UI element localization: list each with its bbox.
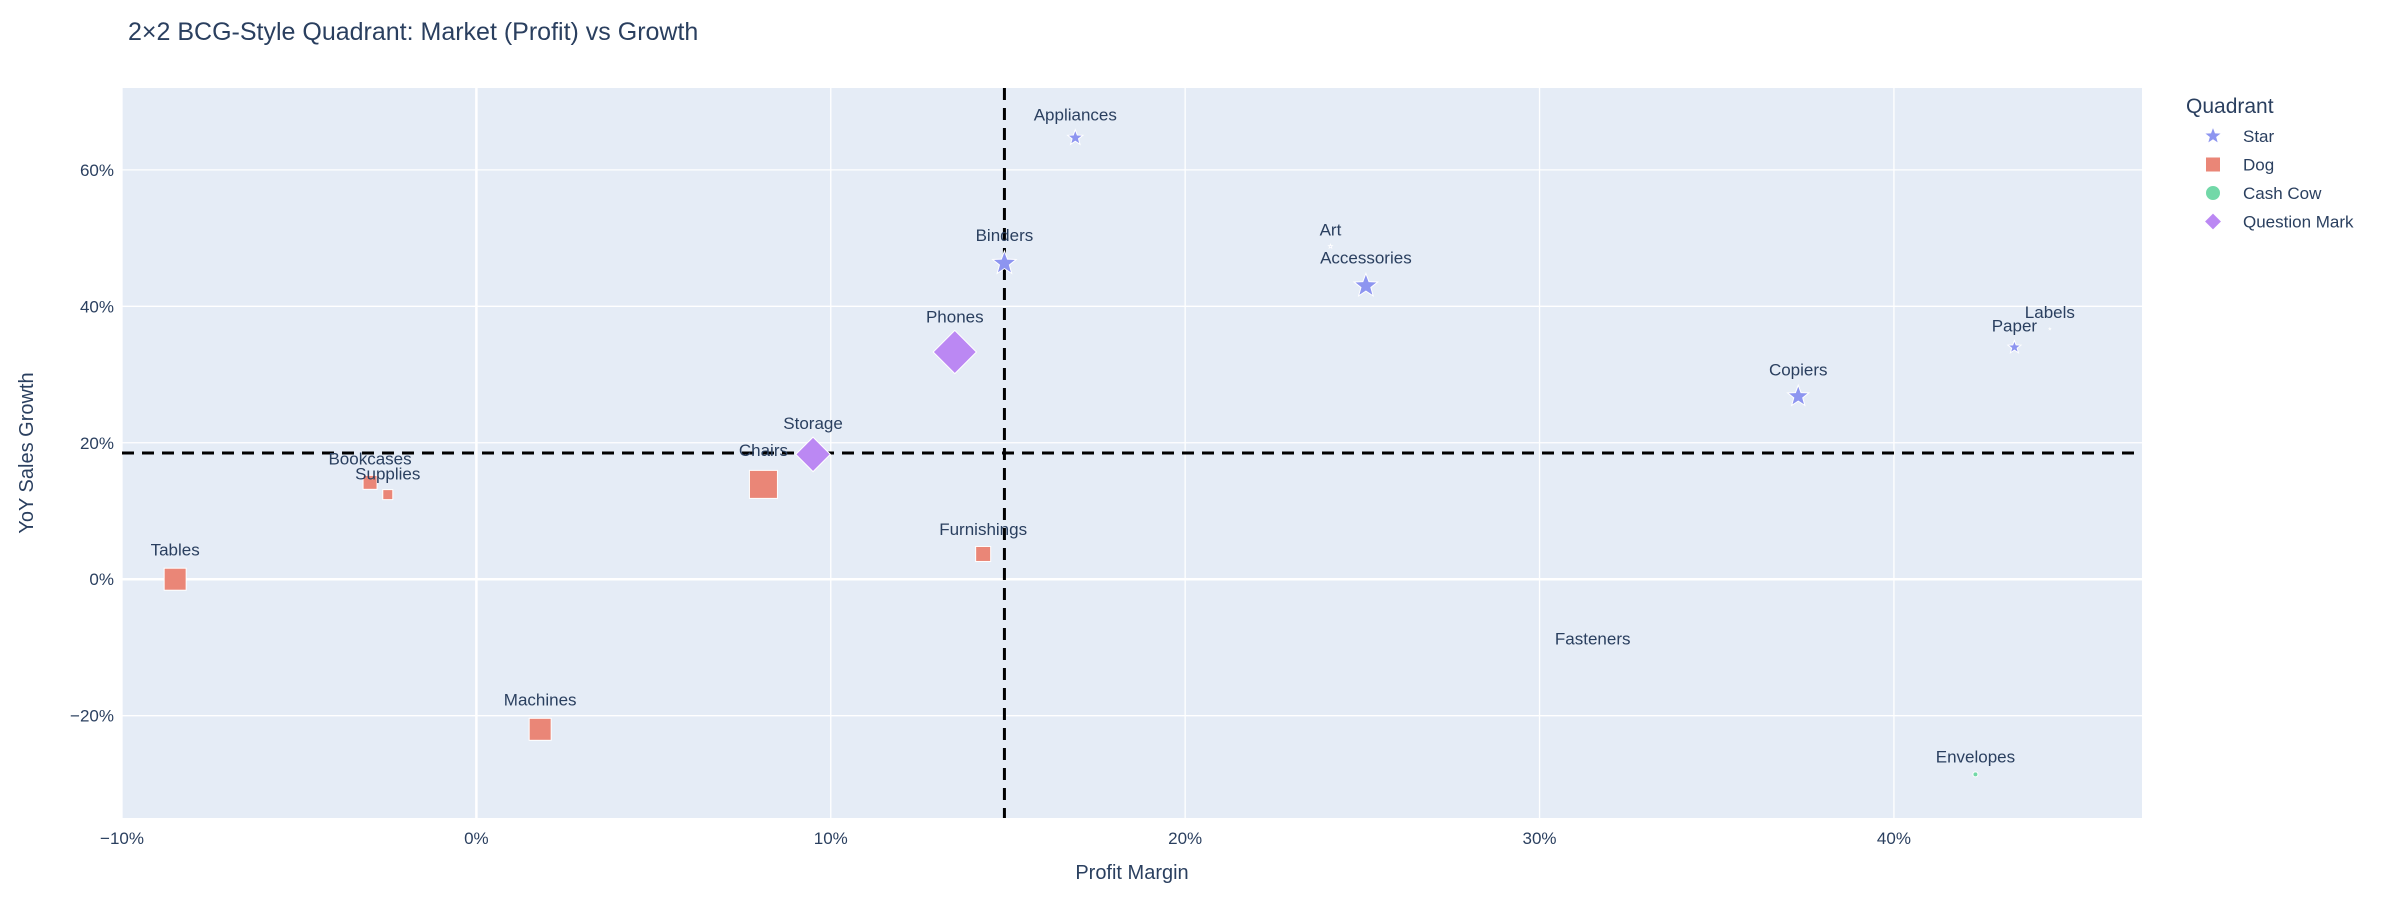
point-label: Furnishings — [939, 520, 1027, 539]
point-label: Fasteners — [1555, 630, 1631, 649]
x-tick-label: 30% — [1523, 829, 1557, 848]
x-tick-label: −10% — [100, 829, 144, 848]
data-markers — [163, 128, 2052, 778]
grid-lines — [121, 88, 2142, 818]
legend-question-mark-label: Question Mark — [2243, 213, 2354, 232]
dog-marker — [163, 567, 187, 591]
legend-title: Quadrant — [2186, 95, 2274, 118]
legend-star-label: Star — [2243, 127, 2275, 146]
star-marker — [2047, 326, 2052, 331]
cash-cow-marker — [1972, 771, 1979, 778]
y-tick-label: 0% — [89, 570, 114, 589]
question-mark-marker — [932, 329, 978, 375]
legend-dog-marker — [2205, 156, 2221, 173]
point-label: Envelopes — [1936, 748, 2015, 767]
legend-star-marker — [2202, 125, 2224, 145]
star-marker — [1066, 128, 1085, 146]
question-mark-marker — [795, 436, 832, 473]
point-label: Chairs — [739, 441, 788, 460]
dog-marker — [748, 469, 778, 499]
star-marker — [1352, 272, 1380, 298]
dog-marker — [362, 474, 378, 490]
point-label: Bookcases — [328, 449, 411, 468]
point-label: Labels — [2025, 303, 2075, 322]
legend-question-mark-marker — [2203, 212, 2223, 231]
point-label: Phones — [926, 307, 984, 326]
point-label: Machines — [504, 690, 577, 709]
star-marker — [1327, 242, 1334, 249]
reference-lines — [122, 88, 2142, 818]
x-tick-label: 0% — [464, 829, 489, 848]
y-tick-label: −20% — [70, 707, 114, 726]
point-label: Art — [1320, 220, 1342, 239]
star-marker — [991, 249, 1018, 275]
legend-dog-label: Dog — [2243, 156, 2274, 175]
point-label: Paper — [1992, 316, 2038, 335]
dog-marker — [975, 545, 992, 562]
star-marker — [2006, 339, 2023, 354]
dog-marker — [382, 489, 394, 501]
point-label: Accessories — [1320, 248, 1412, 267]
point-label: Binders — [976, 226, 1034, 245]
y-tick-label: 40% — [80, 297, 114, 316]
legend-cash-cow-marker — [2205, 185, 2221, 201]
legend: Quadrant Star Dog Cash Cow Question Mark — [2186, 95, 2354, 232]
point-label: Copiers — [1769, 360, 1828, 379]
star-marker — [1786, 383, 1811, 407]
point-label: Storage — [783, 414, 843, 433]
chart-title: 2×2 BCG-Style Quadrant: Market (Profit) … — [128, 18, 698, 46]
x-axis-title: Profit Margin — [1075, 862, 1188, 884]
dog-marker — [528, 717, 552, 741]
point-labels: Appliances Binders Art Accessories PaperLabe… — [151, 105, 2075, 766]
tick-labels: −10% 0% 10% 20% 30% 40% −20% 0% 20% 40% 60% — [70, 161, 1911, 848]
point-label: Appliances — [1034, 105, 1117, 124]
y-axis-title: YoY Sales Growth — [16, 372, 38, 533]
x-tick-label: 20% — [1168, 829, 1202, 848]
y-tick-label: 20% — [80, 434, 114, 453]
point-label: Tables — [151, 540, 200, 559]
y-tick-label: 60% — [80, 161, 114, 180]
point-label: Supplies — [355, 464, 420, 483]
x-tick-label: 40% — [1877, 829, 1911, 848]
x-tick-label: 10% — [814, 829, 848, 848]
legend-cash-cow-label: Cash Cow — [2243, 184, 2322, 203]
